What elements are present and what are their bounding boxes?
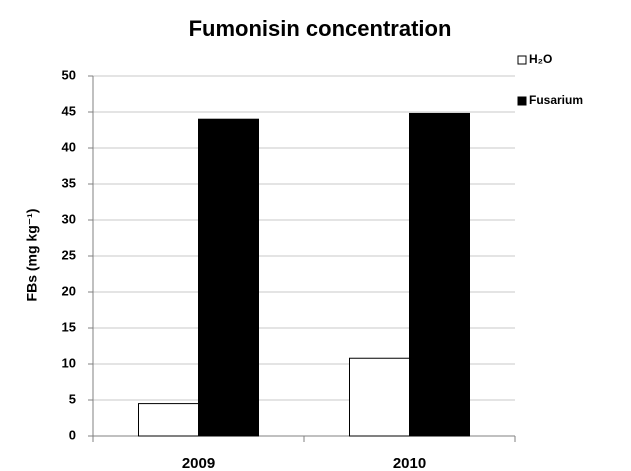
y-tick-label: 15 [62, 319, 76, 334]
y-tick-label: 25 [62, 247, 76, 262]
y-tick-label: 10 [62, 355, 76, 370]
y-tick-label: 20 [62, 283, 76, 298]
legend-swatch [517, 96, 527, 106]
y-tick-label: 35 [62, 175, 76, 190]
y-tick-label: 30 [62, 211, 76, 226]
bar [138, 403, 199, 437]
y-tick-label: 40 [62, 139, 76, 154]
y-axis-label: FBs (mg kg⁻¹) [24, 209, 40, 302]
y-tick-label: 5 [69, 391, 76, 406]
bar [409, 112, 470, 437]
legend-label: Fusarium [529, 93, 583, 107]
legend-label: H₂O [529, 52, 552, 66]
y-tick-label: 0 [69, 427, 76, 442]
chart-title: Fumonisin concentration [189, 16, 452, 41]
x-tick-label: 2009 [182, 455, 215, 471]
bar [198, 118, 259, 437]
x-tick-label: 2010 [393, 455, 426, 471]
bar [349, 357, 410, 437]
y-tick-label: 45 [62, 103, 76, 118]
legend-swatch [517, 55, 527, 65]
y-tick-label: 50 [62, 67, 76, 82]
